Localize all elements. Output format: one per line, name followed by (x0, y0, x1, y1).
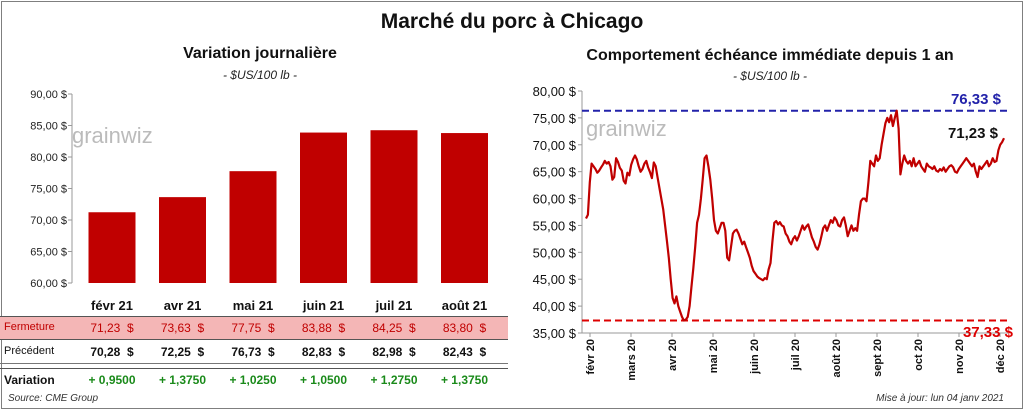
bar (441, 133, 488, 283)
table-cell: 77,75 $ (231, 321, 275, 335)
left-y-tick-label: 80,00 $ (30, 152, 67, 164)
right-y-tick-label: 40,00 $ (533, 299, 577, 314)
table-cell: 82,98 $ (372, 345, 416, 359)
table-cell: 83,88 $ (301, 321, 346, 335)
table-cell: + 1,0250 (229, 373, 277, 387)
table-cell: + 0,9500 (88, 373, 136, 387)
price-table: Fermeture 71,23 $ 73,63 $ 77,75 $ 83,88 $ 84,… (0, 316, 510, 392)
left-chart-unit: - $US/100 lb - (222, 68, 298, 82)
bar (300, 132, 347, 283)
right-y-tick-label: 60,00 $ (533, 192, 577, 207)
right-x-tick-label: juil 20 (790, 339, 802, 371)
table-cell: + 1,3750 (158, 373, 207, 387)
left-y-tick-label: 60,00 $ (30, 278, 67, 290)
right-chart-unit: - $US/100 lb - (732, 69, 808, 83)
table-cell: 71,23 $ (90, 321, 134, 335)
table-cell: 84,25 $ (372, 321, 416, 335)
right-watermark: grainwiz (586, 116, 667, 141)
table-cell: 72,25 $ (160, 345, 205, 359)
right-x-tick-label: déc 20 (995, 339, 1007, 373)
x-category-label: juin 21 (302, 298, 344, 313)
x-category-label: févr 21 (91, 298, 133, 313)
table-cell: 76,73 $ (231, 345, 275, 359)
source-note: Source: CME Group (8, 393, 99, 404)
min-value-label: 37,33 $ (963, 324, 1014, 341)
table-row-precedent: Précédent 70,28 $ 72,25 $ 76,73 $ 82,83 $ 82,… (0, 341, 508, 364)
right-x-tick-label: août 20 (831, 339, 843, 378)
right-x-tick-label: oct 20 (913, 339, 925, 371)
right-x-tick-label: sept 20 (872, 339, 884, 377)
table-cell: 82,83 $ (301, 345, 346, 359)
table-cell: 70,28 $ (90, 345, 134, 359)
table-cell: 83,80 $ (442, 321, 487, 335)
x-category-label: juil 21 (375, 298, 413, 313)
right-y-tick-label: 70,00 $ (533, 138, 577, 153)
right-y-tick-label: 80,00 $ (533, 84, 577, 99)
table-cell: 73,63 $ (160, 321, 205, 335)
left-y-tick-label: 65,00 $ (30, 247, 67, 259)
page-title: Marché du porc à Chicago (380, 10, 644, 33)
table-cell: + 1,3750 (440, 373, 489, 387)
bar (229, 171, 277, 283)
left-y-tick-label: 85,00 $ (30, 121, 67, 133)
right-y-tick-label: 75,00 $ (533, 111, 577, 126)
x-category-label: mai 21 (233, 298, 273, 313)
price-series-line (585, 109, 1005, 322)
table-row-label: Précédent (4, 345, 55, 357)
right-y-tick-label: 45,00 $ (533, 272, 577, 287)
left-y-tick-label: 75,00 $ (30, 184, 67, 196)
table-row-label: Variation (4, 373, 55, 387)
last-value-label: 71,23 $ (948, 125, 999, 142)
max-value-label: 76,33 $ (951, 91, 1002, 108)
one-year-line-chart: grainwiz 35,00 $ 40,00 $ 45,00 $ 50,00 $ 55,… (533, 84, 1014, 381)
bar (159, 197, 206, 283)
left-y-tick-label: 90,00 $ (30, 89, 67, 101)
x-category-label: avr 21 (164, 298, 202, 313)
daily-bar-chart: grainwiz 60,00 $ 65,00 $ 70,00 $ 75,00 $ 80,… (30, 89, 488, 313)
left-chart-subtitle: Variation journalière (183, 45, 337, 62)
right-y-tick-label: 65,00 $ (533, 165, 577, 180)
right-x-tick-label: mars 20 (626, 339, 638, 381)
bar (370, 130, 418, 283)
update-note: Mise à jour: lun 04 janv 2021 (876, 393, 1004, 404)
table-cell: + 1,2750 (370, 373, 418, 387)
right-x-tick-label: mai 20 (708, 339, 720, 373)
right-x-tick-label: avr 20 (667, 339, 679, 371)
right-x-tick-label: févr 20 (585, 339, 597, 374)
right-x-tick-label: juin 20 (749, 339, 761, 375)
right-y-tick-label: 35,00 $ (533, 326, 577, 341)
table-cell: + 1,0500 (299, 373, 348, 387)
right-chart-subtitle: Comportement échéance immédiate depuis 1… (586, 47, 954, 64)
table-row-variation: Variation + 0,9500 + 1,3750 + 1,0250 + 1,050… (0, 368, 508, 391)
table-row-label: Fermeture (4, 321, 55, 333)
bar (88, 212, 136, 283)
table-cell: 82,43 $ (442, 345, 487, 359)
x-category-label: août 21 (442, 298, 488, 313)
right-y-tick-label: 55,00 $ (533, 218, 577, 233)
left-y-tick-label: 70,00 $ (30, 215, 67, 227)
table-row-fermeture: Fermeture 71,23 $ 73,63 $ 77,75 $ 83,88 $ 84,… (0, 316, 508, 340)
right-y-tick-label: 50,00 $ (533, 245, 577, 260)
right-x-tick-label: nov 20 (954, 339, 966, 374)
left-watermark: grainwiz (72, 123, 153, 148)
